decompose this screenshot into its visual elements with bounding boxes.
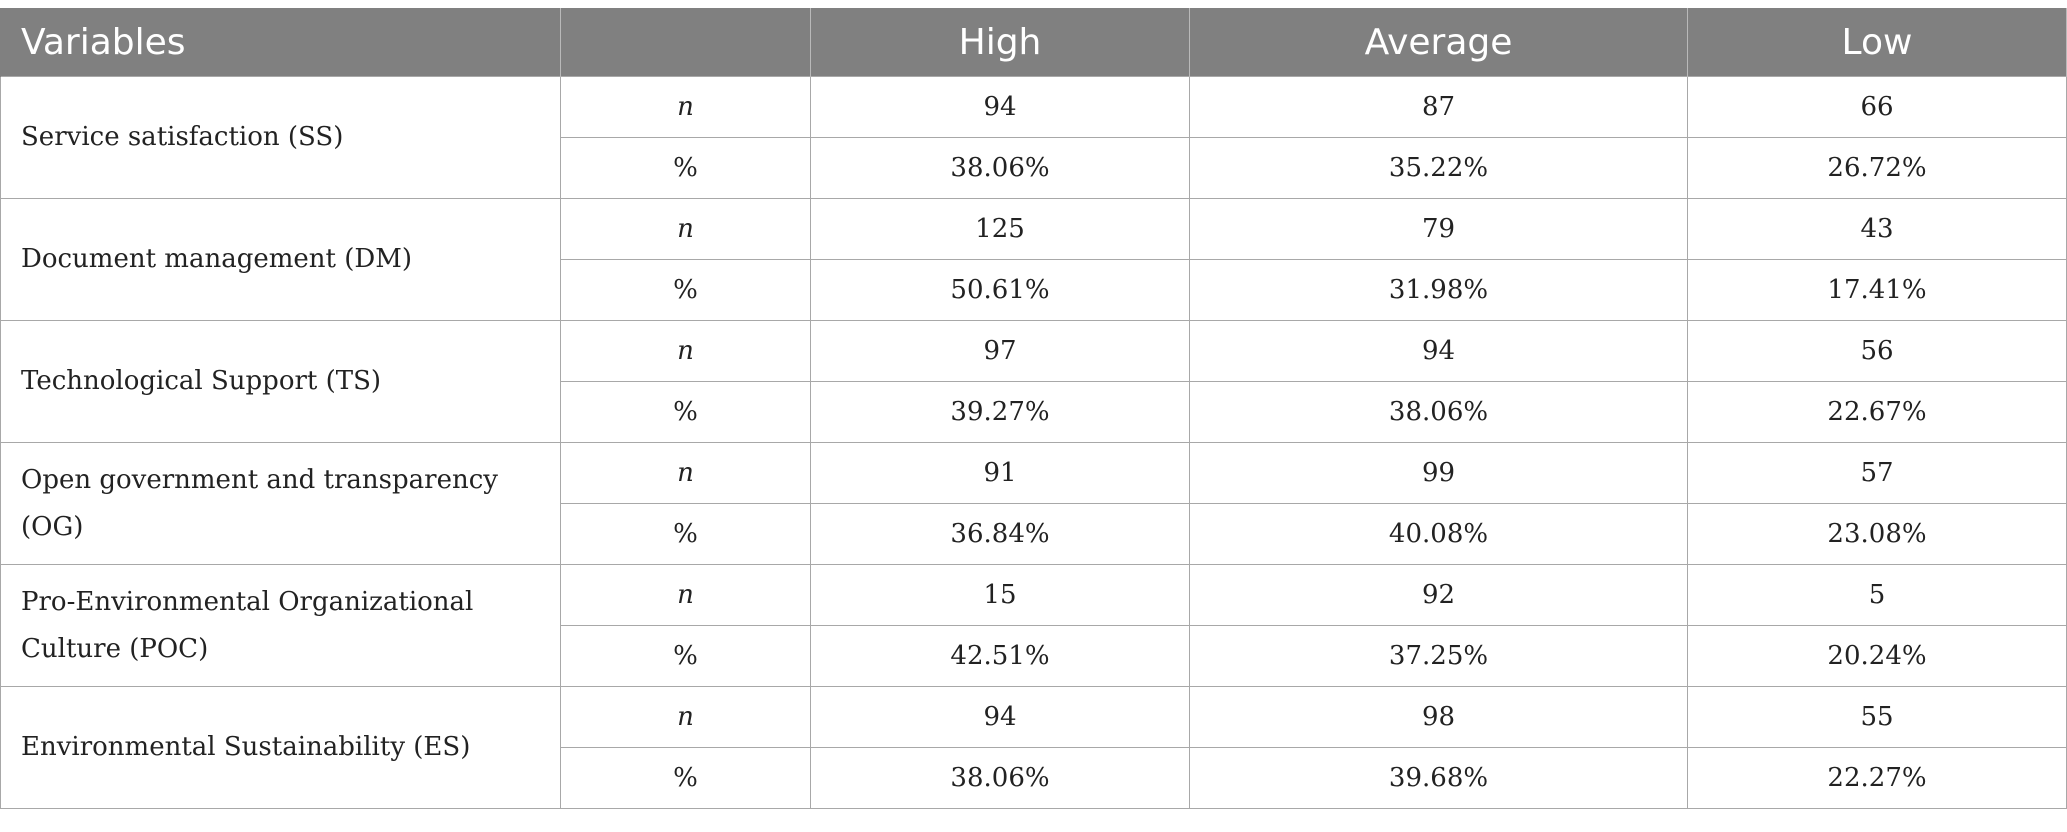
results-table: Variables High Average Low Service satis… xyxy=(0,8,2067,809)
table-body: Service satisfaction (SS) n 94 87 66 % 3… xyxy=(0,76,2067,809)
stat-label-n: n xyxy=(560,198,811,260)
value-high: 38.06% xyxy=(810,747,1190,809)
table-row: % 50.61% 31.98% 17.41% xyxy=(1,259,2067,321)
value-high: 36.84% xyxy=(810,503,1190,565)
stat-label-n: n xyxy=(560,320,811,382)
value-low: 26.72% xyxy=(1687,137,2067,199)
table-row: % 38.06% 35.22% 26.72% xyxy=(1,137,2067,199)
value-average: 92 xyxy=(1189,564,1688,626)
value-average: 40.08% xyxy=(1189,503,1688,565)
stat-label-n: n xyxy=(560,442,811,504)
header-high: High xyxy=(810,8,1190,77)
table-row: Pro-Environmental Organizational Culture… xyxy=(0,564,2067,687)
variable-cell: Environmental Sustainability (ES) xyxy=(0,686,561,809)
value-low: 23.08% xyxy=(1687,503,2067,565)
stat-label-percent: % xyxy=(560,747,811,809)
variable-cell: Document management (DM) xyxy=(0,198,561,321)
stat-label-percent: % xyxy=(560,137,811,199)
variable-cell: Technological Support (TS) xyxy=(0,320,561,443)
stat-label-percent: % xyxy=(560,503,811,565)
stat-label-n: n xyxy=(560,76,811,138)
table-row: % 39.27% 38.06% 22.67% xyxy=(1,381,2067,443)
value-high: 38.06% xyxy=(810,137,1190,199)
value-high: 50.61% xyxy=(810,259,1190,321)
value-high: 39.27% xyxy=(810,381,1190,443)
variable-cell: Service satisfaction (SS) xyxy=(0,76,561,199)
value-low: 22.27% xyxy=(1687,747,2067,809)
table-row: Service satisfaction (SS) n 94 87 66 xyxy=(0,76,2067,199)
variable-cell: Open government and transparency (OG) xyxy=(0,442,561,565)
header-average: Average xyxy=(1189,8,1688,77)
variable-cell: Pro-Environmental Organizational Culture… xyxy=(0,564,561,687)
value-low: 17.41% xyxy=(1687,259,2067,321)
value-high: 97 xyxy=(810,320,1190,382)
header-variables: Variables xyxy=(0,8,561,77)
table-row: Environmental Sustainability (ES) n 94 9… xyxy=(0,686,2067,809)
value-low: 5 xyxy=(1687,564,2067,626)
value-average: 38.06% xyxy=(1189,381,1688,443)
value-average: 99 xyxy=(1189,442,1688,504)
value-average: 35.22% xyxy=(1189,137,1688,199)
value-low: 57 xyxy=(1687,442,2067,504)
header-row: Variables High Average Low xyxy=(0,8,2067,77)
stat-label-n: n xyxy=(560,564,811,626)
value-high: 94 xyxy=(810,76,1190,138)
value-high: 15 xyxy=(810,564,1190,626)
value-high: 42.51% xyxy=(810,625,1190,687)
value-low: 56 xyxy=(1687,320,2067,382)
table-row: % 38.06% 39.68% 22.27% xyxy=(1,747,2067,809)
stat-label-percent: % xyxy=(560,625,811,687)
value-average: 39.68% xyxy=(1189,747,1688,809)
table-row: Document management (DM) n 125 79 43 xyxy=(0,198,2067,321)
value-high: 94 xyxy=(810,686,1190,748)
table-row: % 42.51% 37.25% 20.24% xyxy=(1,625,2067,687)
value-average: 98 xyxy=(1189,686,1688,748)
value-low: 20.24% xyxy=(1687,625,2067,687)
table-header: Variables High Average Low xyxy=(0,8,2067,77)
value-average: 31.98% xyxy=(1189,259,1688,321)
value-low: 22.67% xyxy=(1687,381,2067,443)
value-average: 87 xyxy=(1189,76,1688,138)
value-average: 37.25% xyxy=(1189,625,1688,687)
value-low: 43 xyxy=(1687,198,2067,260)
value-low: 66 xyxy=(1687,76,2067,138)
table-row: Technological Support (TS) n 97 94 56 xyxy=(0,320,2067,443)
stat-label-n: n xyxy=(560,686,811,748)
value-low: 55 xyxy=(1687,686,2067,748)
stat-label-percent: % xyxy=(560,259,811,321)
value-high: 91 xyxy=(810,442,1190,504)
value-average: 94 xyxy=(1189,320,1688,382)
header-stat xyxy=(560,8,811,77)
value-high: 125 xyxy=(810,198,1190,260)
table-row: Open government and transparency (OG) n … xyxy=(0,442,2067,565)
value-average: 79 xyxy=(1189,198,1688,260)
stat-label-percent: % xyxy=(560,381,811,443)
header-low: Low xyxy=(1687,8,2067,77)
